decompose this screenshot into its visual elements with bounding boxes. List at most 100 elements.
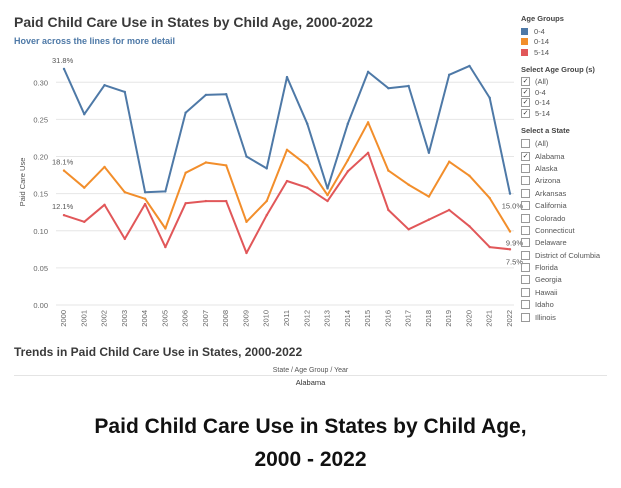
checkbox[interactable] [521, 263, 530, 273]
data-point-0-4[interactable] [123, 90, 127, 94]
data-point-0-4[interactable] [447, 73, 451, 77]
checkbox[interactable] [521, 201, 530, 211]
data-point-5-14[interactable] [62, 213, 66, 217]
state-option-all[interactable]: (All) [521, 138, 621, 150]
data-point-5-14[interactable] [184, 202, 187, 205]
data-point-0-14[interactable] [285, 148, 289, 152]
checkbox[interactable]: ✓ [521, 151, 530, 161]
data-point-0-4[interactable] [488, 96, 491, 100]
data-point-0-14[interactable] [83, 186, 86, 189]
checkbox[interactable] [521, 312, 530, 322]
data-point-0-14[interactable] [265, 199, 268, 203]
data-point-5-14[interactable] [164, 245, 167, 249]
data-point-0-14[interactable] [366, 121, 370, 124]
data-point-0-14[interactable] [326, 193, 329, 197]
state-option-illinois[interactable]: Illinois [521, 311, 621, 323]
data-point-5-14[interactable] [265, 213, 268, 217]
checkbox[interactable] [521, 213, 530, 223]
checkbox[interactable]: ✓ [521, 108, 530, 118]
data-point-5-14[interactable] [123, 237, 127, 241]
data-point-5-14[interactable] [245, 251, 248, 255]
data-point-0-4[interactable] [285, 75, 289, 79]
data-point-0-14[interactable] [164, 227, 167, 230]
state-option-arkansas[interactable]: Arkansas [521, 187, 621, 199]
data-point-5-14[interactable] [204, 199, 208, 203]
data-point-0-14[interactable] [143, 197, 147, 201]
state-option-idaho[interactable]: Idaho [521, 299, 621, 311]
state-option-delaware[interactable]: Delaware [521, 237, 621, 249]
legend-item-0-14[interactable]: 0-14 [521, 37, 621, 48]
checkbox[interactable] [521, 176, 530, 186]
data-point-5-14[interactable] [427, 218, 431, 221]
legend-item-0-4[interactable]: 0-4 [521, 26, 621, 37]
data-point-0-14[interactable] [103, 165, 106, 169]
data-point-0-14[interactable] [62, 169, 66, 172]
data-point-0-4[interactable] [508, 192, 512, 195]
data-point-0-4[interactable] [164, 190, 167, 193]
data-point-5-14[interactable] [366, 151, 370, 155]
state-option-connecticut[interactable]: Connecticut [521, 224, 621, 236]
data-point-5-14[interactable] [224, 199, 228, 203]
state-option-alaska[interactable]: Alaska [521, 162, 621, 174]
data-point-0-14[interactable] [346, 159, 350, 162]
data-point-0-4[interactable] [265, 167, 268, 170]
data-point-0-4[interactable] [427, 151, 431, 155]
data-point-0-4[interactable] [346, 122, 350, 126]
data-point-0-4[interactable] [306, 122, 309, 126]
data-point-5-14[interactable] [387, 208, 390, 212]
data-point-0-14[interactable] [204, 161, 208, 164]
checkbox[interactable]: ✓ [521, 77, 530, 87]
data-point-5-14[interactable] [468, 225, 471, 228]
data-point-0-4[interactable] [204, 93, 208, 97]
state-option-georgia[interactable]: Georgia [521, 274, 621, 286]
data-point-0-14[interactable] [468, 174, 471, 178]
data-point-0-4[interactable] [62, 67, 66, 71]
checkbox[interactable] [521, 188, 530, 198]
checkbox[interactable]: ✓ [521, 98, 530, 108]
series-line-5-14[interactable] [63, 151, 511, 254]
data-point-0-14[interactable] [184, 171, 187, 175]
data-point-0-4[interactable] [143, 190, 147, 194]
state-option-alabama[interactable]: ✓ Alabama [521, 150, 621, 162]
legend-item-5-14[interactable]: 5-14 [521, 47, 621, 58]
data-point-0-14[interactable] [407, 183, 410, 186]
age-group-option-0-14[interactable]: ✓ 0-14 [521, 98, 621, 109]
state-option-florida[interactable]: Florida [521, 261, 621, 273]
series-line-0-4[interactable] [63, 64, 511, 195]
checkbox[interactable] [521, 287, 530, 297]
data-point-5-14[interactable] [447, 208, 451, 212]
data-point-0-14[interactable] [387, 169, 390, 172]
data-point-0-4[interactable] [407, 84, 410, 88]
checkbox[interactable] [521, 300, 530, 310]
checkbox[interactable] [521, 250, 530, 260]
line-chart[interactable]: 0.00 0.05 0.10 0.15 0.20 0.25 0.30 Paid Care Us… [0, 0, 621, 345]
series-line-0-14[interactable] [63, 121, 511, 233]
data-point-0-4[interactable] [366, 70, 370, 74]
data-point-5-14[interactable] [488, 245, 491, 249]
data-point-0-4[interactable] [245, 155, 248, 158]
data-point-0-14[interactable] [447, 160, 451, 163]
data-point-0-14[interactable] [306, 164, 309, 167]
data-point-5-14[interactable] [306, 186, 309, 189]
data-point-5-14[interactable] [326, 199, 329, 203]
data-point-0-14[interactable] [427, 195, 431, 198]
age-group-option-5-14[interactable]: ✓ 5-14 [521, 108, 621, 119]
data-point-5-14[interactable] [83, 220, 86, 224]
data-point-0-4[interactable] [83, 112, 86, 116]
data-point-5-14[interactable] [143, 202, 147, 206]
data-point-5-14[interactable] [346, 170, 350, 173]
data-point-0-14[interactable] [245, 220, 248, 224]
data-point-0-14[interactable] [123, 190, 127, 194]
state-option-arizona[interactable]: Arizona [521, 175, 621, 187]
data-point-0-14[interactable] [488, 196, 491, 200]
checkbox[interactable] [521, 275, 530, 285]
data-point-0-14[interactable] [224, 164, 228, 167]
data-point-0-4[interactable] [468, 64, 471, 68]
state-option-hawaii[interactable]: Hawaii [521, 286, 621, 298]
checkbox[interactable] [521, 238, 530, 248]
data-point-0-4[interactable] [224, 92, 228, 96]
data-point-5-14[interactable] [407, 228, 410, 231]
data-point-5-14[interactable] [103, 203, 106, 206]
age-group-option-all[interactable]: ✓ (All) [521, 77, 621, 88]
state-option-district-of-columbia[interactable]: District of Columbia [521, 249, 621, 261]
